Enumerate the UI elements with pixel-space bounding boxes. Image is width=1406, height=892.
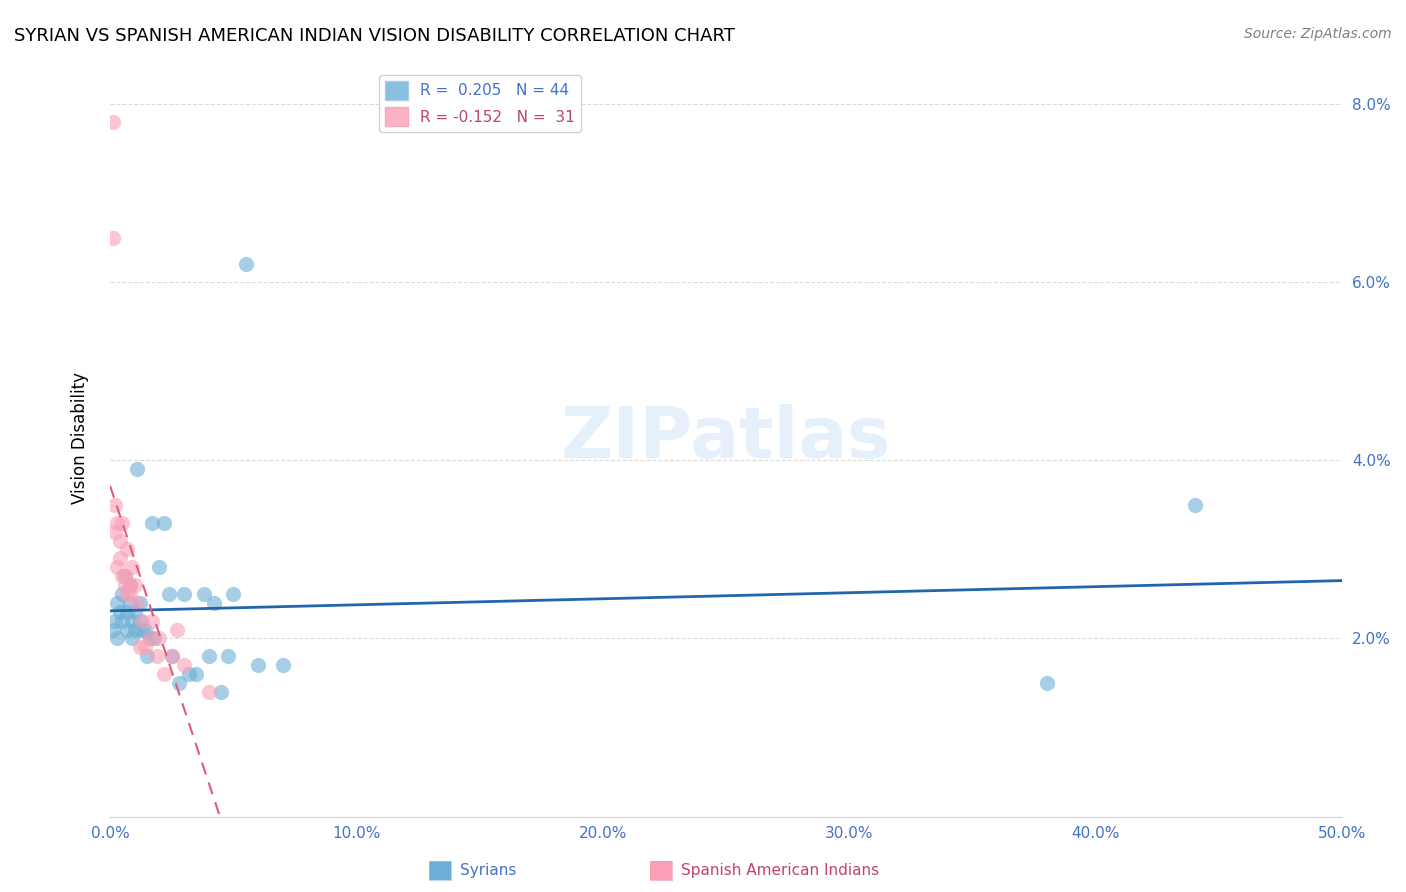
Point [104,614,127,628]
Point [271,658,294,673]
Point [134,623,156,637]
Point [118,578,141,592]
Point [143,632,166,646]
Point [111,587,134,601]
Text: SYRIAN VS SPANISH AMERICAN INDIAN VISION DISABILITY CORRELATION CHART: SYRIAN VS SPANISH AMERICAN INDIAN VISION… [14,27,735,45]
Point [101,623,124,637]
Point [101,115,124,129]
Point [209,685,232,699]
Point [124,578,146,592]
Point [197,685,219,699]
Point [118,578,141,592]
Point [101,230,124,244]
Point [138,632,160,646]
Point [134,640,156,655]
Point [136,649,159,664]
Point [107,516,129,530]
Point [127,596,149,610]
Point [128,596,150,610]
Point [177,667,200,681]
Point [153,516,176,530]
Point [124,605,146,619]
Point [114,569,136,583]
Point [107,560,129,574]
Point [157,587,180,601]
Point [118,587,141,601]
Point [121,560,143,574]
Point [146,649,169,664]
Text: Source: ZipAtlas.com: Source: ZipAtlas.com [1244,27,1392,41]
Point [193,587,215,601]
Point [217,649,239,664]
Point [107,596,129,610]
Point [166,623,188,637]
Point [131,623,153,637]
Point [121,614,143,628]
Point [148,632,170,646]
Point [246,658,269,673]
Y-axis label: Vision Disability: Vision Disability [72,372,89,504]
Point [111,516,134,530]
Point [197,649,219,664]
Point [104,498,127,512]
Point [111,569,134,583]
Point [127,462,149,476]
Point [160,649,183,664]
Point [108,605,131,619]
Point [141,614,163,628]
Point [1035,676,1057,690]
Text: ZIPatlas: ZIPatlas [561,403,891,473]
Point [108,551,131,566]
Point [128,640,150,655]
Point [117,605,139,619]
Point [117,623,139,637]
Point [124,623,146,637]
Point [131,614,153,628]
Point [186,667,208,681]
Text: Spanish American Indians: Spanish American Indians [681,863,879,878]
Point [114,569,136,583]
Text: Syrians: Syrians [460,863,516,878]
Point [117,542,139,557]
Point [141,516,163,530]
Point [1184,498,1206,512]
Point [153,667,176,681]
Point [202,596,225,610]
Point [118,596,141,610]
Point [104,524,127,539]
Point [235,257,257,271]
Point [108,533,131,548]
Point [128,614,150,628]
Point [148,560,170,574]
Point [114,578,136,592]
Point [138,632,160,646]
Point [222,587,245,601]
Point [121,632,143,646]
Point [167,676,190,690]
Point [117,587,139,601]
Point [107,632,129,646]
Point [160,649,183,664]
Point [173,658,195,673]
Legend: R =  0.205   N = 44, R = -0.152   N =  31: R = 0.205 N = 44, R = -0.152 N = 31 [378,75,581,132]
Point [111,614,134,628]
Point [173,587,195,601]
